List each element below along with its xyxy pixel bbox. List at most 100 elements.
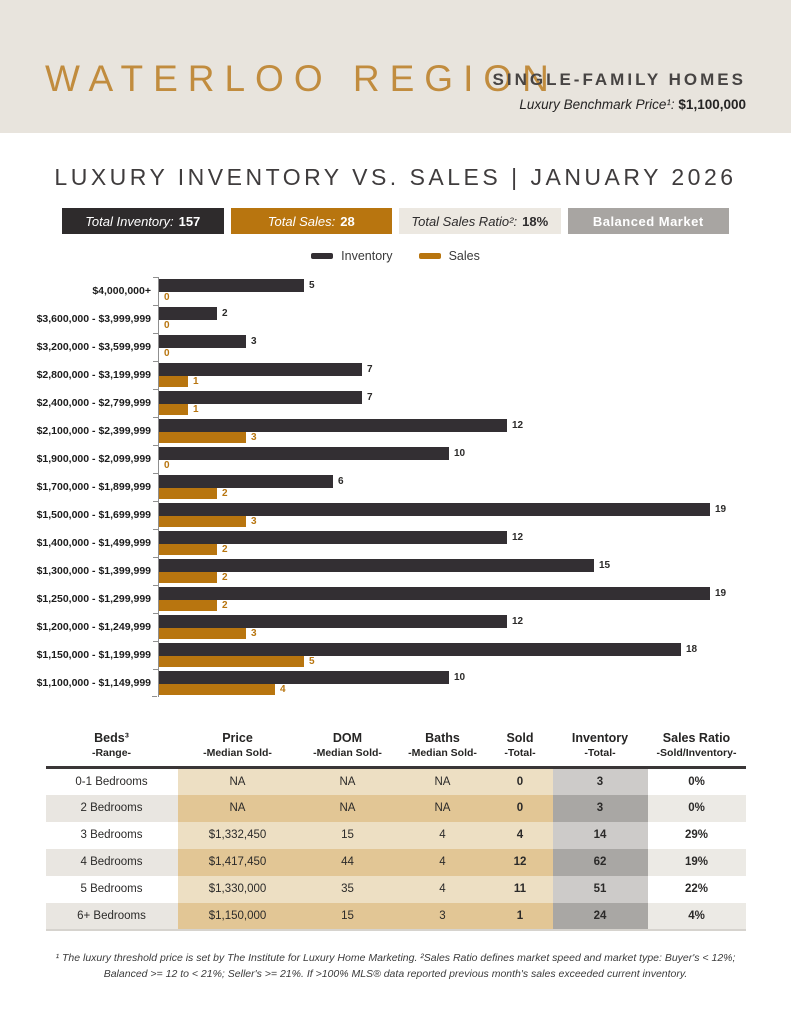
sales-value-label: 4 <box>280 683 286 695</box>
inventory-bar-line: 10 <box>159 447 739 460</box>
chart-rows: $4,000,000+ 5 0 $3,600,000 - $3,999,999 2 0 $3… <box>0 276 739 697</box>
sales-bar-line: 2 <box>159 544 739 555</box>
inventory-bar-line: 6 <box>159 475 739 488</box>
header-subtitle: -Total- <box>504 747 536 759</box>
chart-category-row: $1,200,000 - $1,249,999 12 3 <box>0 612 739 641</box>
header-subtitle: -Sold/Inventory- <box>656 747 737 759</box>
table-row: 4 Bedrooms $1,417,450 44 4 12 62 19% <box>45 848 746 876</box>
table-cell: 3 <box>552 794 648 822</box>
chart-category-row: $1,150,000 - $1,199,999 18 5 <box>0 640 739 669</box>
inventory-bar <box>159 475 333 488</box>
table-cell: 3 <box>397 902 488 931</box>
inventory-bar <box>159 307 217 320</box>
property-type-label: SINGLE-FAMILY HOMES <box>492 70 746 89</box>
table-cell: $1,417,450 <box>177 848 298 876</box>
table-cell: 4 <box>397 821 488 849</box>
chart-category-row: $1,400,000 - $1,499,999 12 2 <box>0 528 739 557</box>
beds-summary-table: Beds³ -Range- Price -Median Sold- DOM -Median… <box>45 727 746 931</box>
report-page: WATERLOO REGION SINGLE-FAMILY HOMES Luxu… <box>0 0 791 980</box>
chart-category-row: $2,400,000 - $2,799,999 7 1 <box>0 388 739 417</box>
inventory-bar <box>159 419 507 432</box>
sales-value-label: 2 <box>222 571 228 583</box>
inventory-bar-line: 15 <box>159 559 739 572</box>
inventory-bar <box>159 503 710 516</box>
inventory-value-label: 12 <box>512 531 524 543</box>
table-cell: 0-1 Bedrooms <box>45 767 178 795</box>
table-cell: 3 <box>552 767 648 795</box>
inventory-value-label: 12 <box>512 615 524 627</box>
header-right: SINGLE-FAMILY HOMES Luxury Benchmark Pri… <box>493 70 746 112</box>
total-inventory-value: 157 <box>178 213 201 229</box>
inventory-bar <box>159 391 362 404</box>
benchmark-price: Luxury Benchmark Price¹: $1,100,000 <box>493 97 746 112</box>
price-range-label: $1,400,000 - $1,499,999 <box>36 537 151 549</box>
table-cell: NA <box>397 794 488 822</box>
bar-group: 19 3 <box>152 500 739 529</box>
inventory-value-label: 19 <box>715 587 727 599</box>
sales-bar <box>159 404 188 415</box>
inventory-value-label: 10 <box>454 671 466 683</box>
table-cell: $1,330,000 <box>177 875 298 903</box>
inventory-bar-line: 7 <box>159 363 739 376</box>
region-title: WATERLOO REGION <box>45 58 559 99</box>
table-column-header: DOM -Median Sold- <box>297 727 398 769</box>
bar-group: 19 2 <box>152 584 739 613</box>
bar-group: 15 2 <box>152 556 739 585</box>
chart-category-row: $1,300,000 - $1,399,999 15 2 <box>0 556 739 585</box>
table-column-header: Inventory -Total- <box>552 727 648 769</box>
inventory-bar-line: 12 <box>159 531 739 544</box>
chart-legend: Inventory Sales <box>0 249 791 263</box>
table-cell: 51 <box>552 875 648 903</box>
inventory-vs-sales-chart: $4,000,000+ 5 0 $3,600,000 - $3,999,999 2 0 $3… <box>0 276 791 697</box>
sales-bar <box>159 572 217 583</box>
sales-bar-line: 2 <box>159 572 739 583</box>
report-header: WATERLOO REGION SINGLE-FAMILY HOMES Luxu… <box>0 0 791 133</box>
sales-bar <box>159 544 217 555</box>
price-range-label: $1,150,000 - $1,199,999 <box>36 649 151 661</box>
inventory-value-label: 19 <box>715 503 727 515</box>
sales-value-label: 2 <box>222 543 228 555</box>
inventory-bar <box>159 531 507 544</box>
sales-bar-line: 0 <box>159 460 739 471</box>
sales-value-label: 0 <box>164 319 170 331</box>
stat-badges: Total Inventory: 157 Total Sales: 28 Tot… <box>62 208 729 234</box>
inventory-value-label: 10 <box>454 447 466 459</box>
inventory-value-label: 3 <box>251 335 257 347</box>
chart-category-row: $1,100,000 - $1,149,999 10 4 <box>0 668 739 697</box>
price-range-label: $3,600,000 - $3,999,999 <box>36 313 151 325</box>
price-range-label: $1,500,000 - $1,699,999 <box>36 509 151 521</box>
sales-bar <box>159 684 275 695</box>
legend-item-sales: Sales <box>418 249 480 263</box>
header-title: Beds³ <box>94 731 129 745</box>
table-column-header: Beds³ -Range- <box>45 727 178 769</box>
header-subtitle: -Total- <box>584 747 616 759</box>
sales-bar-line: 4 <box>159 684 739 695</box>
table-row: 3 Bedrooms $1,332,450 15 4 4 14 29% <box>45 821 746 849</box>
table-cell: NA <box>177 767 298 795</box>
sales-bar <box>159 432 246 443</box>
table-cell: 15 <box>297 821 398 849</box>
inventory-bar-line: 3 <box>159 335 739 348</box>
price-range-label: $2,100,000 - $2,399,999 <box>36 425 151 437</box>
legend-label: Inventory <box>341 249 393 263</box>
inventory-bar <box>159 559 594 572</box>
inventory-bar-line: 19 <box>159 587 739 600</box>
header-title: Baths <box>425 731 460 745</box>
header-title: DOM <box>332 731 363 745</box>
bar-group: 12 3 <box>152 612 739 641</box>
sales-bar-line: 0 <box>159 320 739 331</box>
sales-bar <box>159 516 246 527</box>
sales-bar-line: 5 <box>159 656 739 667</box>
chart-category-row: $3,200,000 - $3,599,999 3 0 <box>0 332 739 361</box>
table-cell: 11 <box>487 875 553 903</box>
sales-bar <box>159 628 246 639</box>
table-cell: 4 Bedrooms <box>45 848 178 876</box>
sales-value-label: 2 <box>222 599 228 611</box>
total-sales-badge: Total Sales: 28 <box>230 208 392 234</box>
price-range-label: $2,800,000 - $3,199,999 <box>36 369 151 381</box>
